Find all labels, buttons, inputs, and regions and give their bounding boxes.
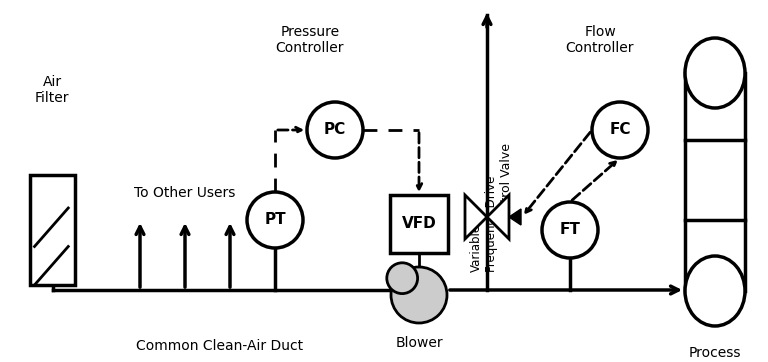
Polygon shape <box>509 209 521 225</box>
Polygon shape <box>487 195 509 239</box>
Circle shape <box>391 267 447 323</box>
Text: Control Valve: Control Valve <box>500 143 513 227</box>
Text: Air
Filter: Air Filter <box>35 75 69 105</box>
Circle shape <box>592 102 648 158</box>
Text: Process: Process <box>689 346 741 360</box>
Text: VFD: VFD <box>402 216 436 232</box>
Text: Pressure
Controller: Pressure Controller <box>276 25 344 55</box>
Circle shape <box>307 102 363 158</box>
Text: PC: PC <box>324 122 346 138</box>
Bar <box>30 175 75 285</box>
Circle shape <box>387 263 418 294</box>
Ellipse shape <box>685 256 745 326</box>
Text: PT: PT <box>264 212 286 227</box>
Text: FT: FT <box>560 223 581 237</box>
Ellipse shape <box>685 38 745 108</box>
Text: Common Clean-Air Duct: Common Clean-Air Duct <box>137 339 303 353</box>
Polygon shape <box>465 195 487 239</box>
Text: Flow
Controller: Flow Controller <box>566 25 634 55</box>
Text: Variable
Frequency Drive: Variable Frequency Drive <box>470 176 498 272</box>
Text: Blower: Blower <box>396 336 443 350</box>
Text: FC: FC <box>609 122 631 138</box>
Circle shape <box>247 192 303 248</box>
Bar <box>390 195 448 253</box>
Circle shape <box>542 202 598 258</box>
Text: To Other Users: To Other Users <box>134 186 236 200</box>
